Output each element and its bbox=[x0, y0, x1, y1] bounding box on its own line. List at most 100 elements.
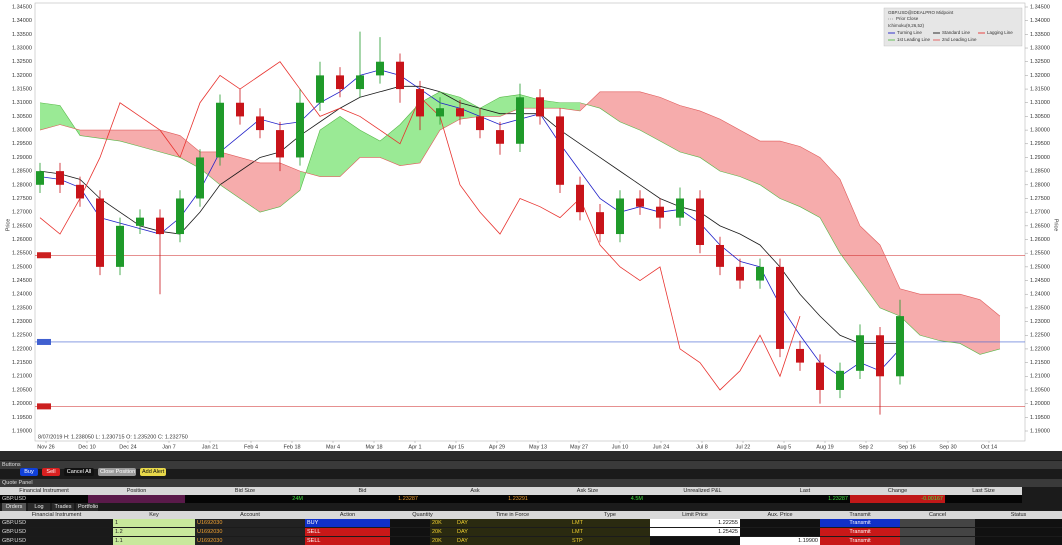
y-tick-label: 1.34500 bbox=[12, 4, 32, 10]
cell[interactable]: Transmit bbox=[820, 519, 900, 527]
candle-body bbox=[716, 244, 724, 267]
order-tag bbox=[37, 252, 51, 259]
column-header: Financial Instrument bbox=[0, 487, 88, 495]
cloud-segment bbox=[480, 97, 500, 117]
button[interactable]: Buy bbox=[20, 468, 38, 476]
candle-body bbox=[376, 61, 384, 76]
cloud-segment bbox=[460, 97, 480, 120]
y-tick-label: 1.27500 bbox=[12, 196, 32, 202]
tab[interactable]: Log bbox=[28, 503, 50, 511]
candle-body bbox=[256, 116, 264, 131]
column-header: Type bbox=[570, 511, 650, 519]
cloud-segment bbox=[740, 130, 760, 185]
cloud-segment bbox=[440, 91, 460, 131]
cell[interactable]: Transmit bbox=[820, 528, 900, 536]
order-tag bbox=[37, 403, 51, 410]
candle-body bbox=[696, 198, 704, 245]
y-tick-label: 1.19500 bbox=[1030, 415, 1050, 421]
cell: LMT bbox=[570, 519, 650, 527]
cell: GBP.USD bbox=[0, 519, 113, 527]
y-tick-label: 1.29000 bbox=[1030, 155, 1050, 161]
tab[interactable]: Portfolio bbox=[76, 503, 98, 511]
button[interactable]: Sell bbox=[42, 468, 60, 476]
button[interactable]: Close Position bbox=[98, 468, 136, 476]
x-tick-label: Apr 15 bbox=[448, 444, 464, 450]
cloud-segment bbox=[760, 141, 780, 199]
cell bbox=[645, 495, 760, 503]
y-tick-label: 1.23000 bbox=[1030, 319, 1050, 325]
cell: 4.5M bbox=[530, 495, 645, 503]
candle-body bbox=[296, 102, 304, 158]
cell bbox=[900, 528, 975, 536]
candle-body bbox=[96, 198, 104, 267]
y-tick-label: 1.34000 bbox=[12, 18, 32, 24]
y-tick-label: 1.34000 bbox=[1030, 18, 1050, 24]
cell: 1.23287 bbox=[305, 495, 420, 503]
candle-body bbox=[116, 225, 124, 267]
button[interactable]: Cancel All bbox=[64, 468, 94, 476]
candle-body bbox=[136, 217, 144, 226]
candle-body bbox=[596, 212, 604, 235]
cell bbox=[390, 528, 455, 536]
cloud-segment bbox=[800, 146, 820, 218]
x-tick-label: Feb 4 bbox=[244, 444, 258, 450]
cell bbox=[740, 519, 820, 527]
y-tick-label: 1.22500 bbox=[12, 333, 32, 339]
cloud-segment bbox=[720, 119, 740, 177]
cell bbox=[740, 528, 820, 536]
button[interactable]: Add Alert bbox=[140, 468, 166, 476]
candle-body bbox=[476, 116, 484, 131]
y-tick-label: 1.24000 bbox=[12, 292, 32, 298]
cell bbox=[390, 537, 455, 545]
y-tick-label: 1.26500 bbox=[12, 223, 32, 229]
cell: SELL bbox=[305, 537, 390, 545]
x-tick-label: Dec 10 bbox=[78, 444, 95, 450]
y-tick-label: 1.33000 bbox=[1030, 45, 1050, 51]
cloud-segment bbox=[620, 91, 640, 131]
x-tick-label: Jun 10 bbox=[612, 444, 629, 450]
legend-item: Turning Line bbox=[897, 30, 922, 35]
cell: 1 bbox=[113, 519, 195, 527]
candle-body bbox=[36, 171, 44, 185]
cloud-segment bbox=[240, 157, 260, 213]
cell: DAY bbox=[455, 519, 570, 527]
candle-body bbox=[436, 108, 444, 117]
tab[interactable]: Trades bbox=[52, 503, 74, 511]
cloud-segment bbox=[640, 91, 660, 142]
cloud-segment bbox=[100, 130, 120, 142]
x-tick-label: Jan 21 bbox=[202, 444, 219, 450]
cell bbox=[900, 537, 975, 545]
candle-body bbox=[316, 75, 324, 103]
y-tick-label: 1.32000 bbox=[12, 73, 32, 79]
x-tick-label: Jul 8 bbox=[696, 444, 708, 450]
candle-body bbox=[56, 171, 64, 185]
x-tick-label: Jan 7 bbox=[162, 444, 175, 450]
y-tick-label: 1.30000 bbox=[1030, 128, 1050, 134]
tab[interactable]: Orders bbox=[2, 503, 26, 511]
y-tick-label: 1.24000 bbox=[1030, 292, 1050, 298]
candle-body bbox=[656, 206, 664, 218]
x-tick-label: Jun 24 bbox=[653, 444, 670, 450]
cloud-segment bbox=[380, 124, 400, 166]
y-tick-label: 1.28000 bbox=[1030, 182, 1050, 188]
legend-study: Ichimoku(9,26,52) bbox=[888, 23, 925, 28]
bar-info: 8/07/2019 H: 1.238050 L: 1.230715 O: 1.2… bbox=[38, 434, 188, 440]
column-header: Last bbox=[760, 487, 850, 495]
cell: 1.23291 bbox=[420, 495, 530, 503]
y-tick-label: 1.25500 bbox=[1030, 251, 1050, 257]
candle-body bbox=[356, 75, 364, 90]
cloud-segment bbox=[400, 102, 420, 166]
legend-item: 2nd Leading Line bbox=[942, 37, 977, 42]
cloud-segment bbox=[600, 91, 620, 122]
plot-frame bbox=[34, 2, 1026, 442]
y-tick-label: 1.28000 bbox=[12, 182, 32, 188]
x-tick-label: Aug 19 bbox=[816, 444, 833, 450]
y-tick-label: 1.20000 bbox=[12, 401, 32, 407]
y-tick-label: 1.21000 bbox=[1030, 374, 1050, 380]
cell[interactable]: Transmit bbox=[820, 537, 900, 545]
cloud-segment bbox=[680, 105, 700, 158]
y-tick-label: 1.31500 bbox=[1030, 87, 1050, 93]
cell: 1.1 bbox=[113, 537, 195, 545]
x-tick-label: May 13 bbox=[529, 444, 547, 450]
cloud-segment bbox=[900, 288, 920, 336]
